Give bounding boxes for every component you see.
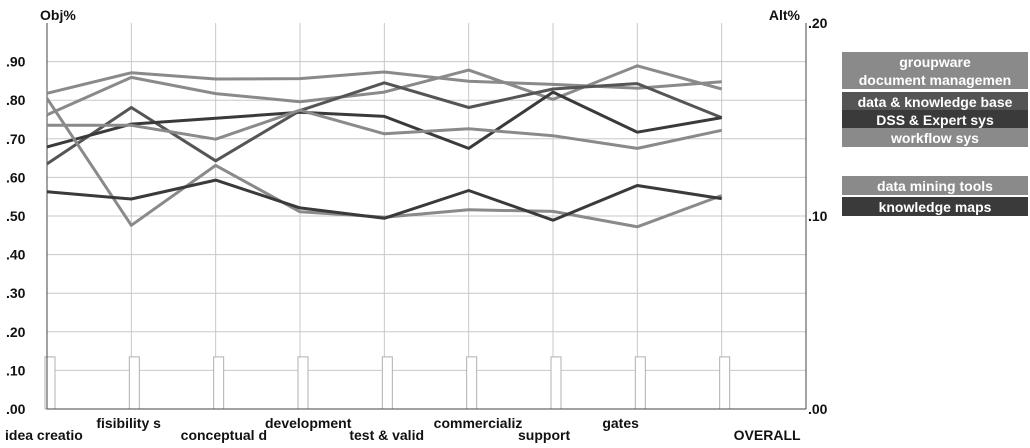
left-tick-label: .90 [6,54,26,70]
right-tick-label: .00 [808,401,828,417]
legend-label: groupware [899,54,971,70]
right-tick-label: .10 [808,208,828,224]
legend-label: document managemen [859,72,1011,88]
category-label: development [265,415,352,431]
category-bar [213,356,225,410]
legend-label: data mining tools [877,178,993,194]
left-tick-label: .40 [6,247,26,263]
legend-label: data & knowledge base [858,94,1013,110]
series-line [46,64,723,117]
category-bar [297,356,309,410]
category-bar [466,356,478,410]
series-line [46,70,722,95]
category-bar [128,356,140,410]
legend-swatch [842,197,1028,216]
legend-swatch [842,128,1028,147]
category-label: OVERALL [734,427,801,443]
series-lines [45,64,723,229]
legend-swatch [842,70,1028,89]
category-label: support [518,427,570,443]
left-axis-title: Obj% [40,7,76,23]
right-tick-label: .20 [808,15,828,31]
category-label: gates [602,415,639,431]
left-tick-label: .10 [6,362,26,378]
legend-swatch [842,92,1028,111]
left-tick-label: .30 [6,285,26,301]
axis-labels: .00 .10 .20 .30 .40 .50 .60 .70 .80 .90 .00 .10 .20 i… [5,15,828,443]
left-tick-label: .00 [6,401,26,417]
left-tick-label: .20 [6,324,26,340]
category-bars [44,356,731,410]
legend: groupware document managemen data & knowle… [842,52,1028,216]
category-label: commercializ [434,415,523,431]
series-line [47,108,723,150]
category-label: fisibility s [96,415,161,431]
left-tick-label: .80 [6,92,26,108]
category-label: conceptual d [181,427,267,443]
axes [46,23,807,410]
legend-swatch [842,176,1028,195]
series-line [46,178,722,222]
legend-label: DSS & Expert sys [876,112,994,128]
legend-label: workflow sys [890,130,979,146]
legend-swatch [842,52,1028,71]
category-bar [550,356,562,410]
category-label: idea creatio [5,427,83,443]
legend-swatch [842,110,1028,129]
series-line [46,81,723,166]
legend-label: knowledge maps [879,199,992,215]
category-bar [634,356,646,410]
left-tick-label: .70 [6,131,26,147]
left-tick-label: .60 [6,169,26,185]
right-axis-title: Alt% [769,7,801,23]
category-bar [719,356,731,410]
series-line [46,90,722,150]
left-tick-label: .50 [6,208,26,224]
category-label: test & valid [349,427,424,443]
category-bar [381,356,393,410]
